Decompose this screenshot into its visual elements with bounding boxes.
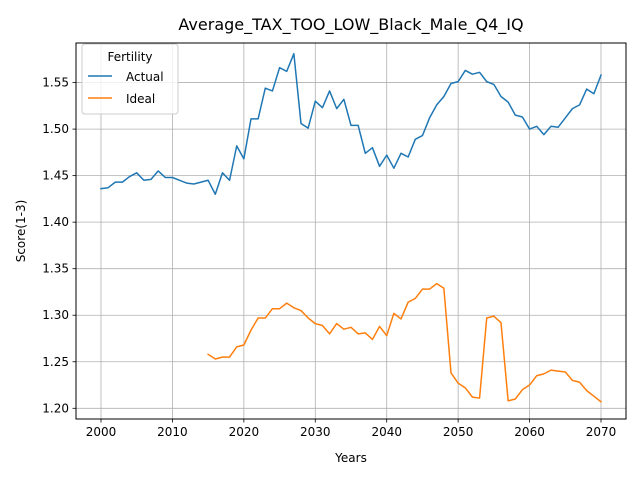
- x-tick-label: 2000: [86, 425, 117, 439]
- y-tick-label: 1.45: [42, 169, 69, 183]
- y-tick-label: 1.25: [42, 355, 69, 369]
- y-axis-ticks: 1.20 1.25 1.30 1.35 1.40 1.45 1.50 1.55: [42, 76, 76, 415]
- legend-box: [81, 43, 179, 115]
- legend: Fertility Actual Ideal: [81, 43, 179, 115]
- x-axis-label: Years: [334, 451, 367, 465]
- x-tick-label: 2040: [371, 425, 402, 439]
- y-axis-label: Score(1-3): [14, 200, 28, 263]
- x-tick-label: 2050: [443, 425, 474, 439]
- y-tick-label: 1.40: [42, 215, 69, 229]
- plot-frame: [75, 42, 627, 420]
- series-line-ideal: [207, 282, 603, 403]
- legend-label-actual: Actual: [126, 70, 164, 84]
- y-tick-label: 1.50: [42, 122, 69, 136]
- series-lines: [100, 52, 603, 403]
- x-axis-ticks: 2000 2010 2020 2030 2040 2050 2060 2070: [86, 419, 617, 439]
- legend-title: Fertility: [107, 50, 152, 64]
- x-tick-label: 2010: [157, 425, 188, 439]
- y-tick-label: 1.30: [42, 308, 69, 322]
- series-line-actual: [100, 52, 602, 195]
- x-tick-label: 2060: [514, 425, 545, 439]
- y-tick-label: 1.35: [42, 262, 69, 276]
- legend-label-ideal: Ideal: [126, 92, 155, 106]
- y-tick-label: 1.55: [42, 76, 69, 90]
- x-tick-label: 2030: [300, 425, 331, 439]
- x-tick-label: 2070: [586, 425, 617, 439]
- y-tick-label: 1.20: [42, 401, 69, 415]
- grid: [76, 43, 626, 419]
- chart-title: Average_TAX_TOO_LOW_Black_Male_Q4_IQ: [178, 15, 523, 35]
- x-tick-label: 2020: [229, 425, 260, 439]
